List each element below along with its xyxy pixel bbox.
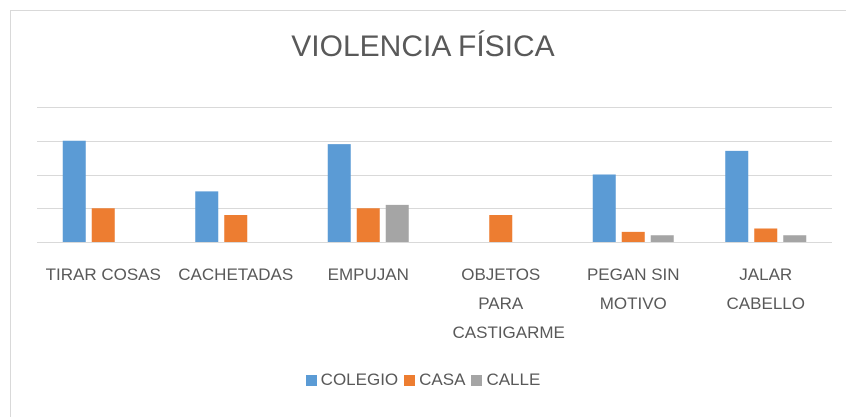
legend-swatch — [471, 374, 483, 386]
bar — [62, 140, 86, 242]
bar — [356, 208, 380, 242]
x-tick-label: CACHETADAS — [178, 265, 294, 284]
bar — [592, 174, 616, 242]
bar — [621, 231, 645, 242]
bar — [754, 228, 778, 242]
legend-swatch — [404, 374, 416, 386]
bar — [224, 215, 248, 242]
legend-item: CALLE — [471, 370, 540, 390]
legend-item: COLEGIO — [305, 370, 399, 390]
legend-label: CASA — [419, 370, 466, 389]
x-tick-label: OBJETOS PARA CASTIGARME — [452, 265, 565, 342]
x-tick-label: PEGAN SIN MOTIVO — [586, 265, 680, 313]
legend-item: CASA — [404, 370, 465, 390]
bar — [385, 204, 409, 242]
bar — [783, 235, 807, 242]
chart-title: VIOLENCIA FÍSICA — [291, 30, 555, 63]
x-tick-label: JALAR CABELLO — [726, 265, 805, 313]
x-tick-label: EMPUJAN — [327, 265, 409, 284]
bar — [327, 144, 351, 242]
bar — [91, 208, 115, 242]
x-tick-label: TIRAR COSAS — [45, 265, 161, 284]
bar — [650, 235, 674, 242]
bar — [489, 215, 513, 242]
bar — [725, 150, 749, 242]
bar — [195, 191, 219, 242]
frame — [10, 10, 846, 417]
legend-label: COLEGIO — [320, 370, 399, 389]
legend: COLEGIO CASA CALLE — [0, 370, 846, 391]
legend-swatch — [305, 374, 317, 386]
legend-label: CALLE — [486, 370, 541, 389]
